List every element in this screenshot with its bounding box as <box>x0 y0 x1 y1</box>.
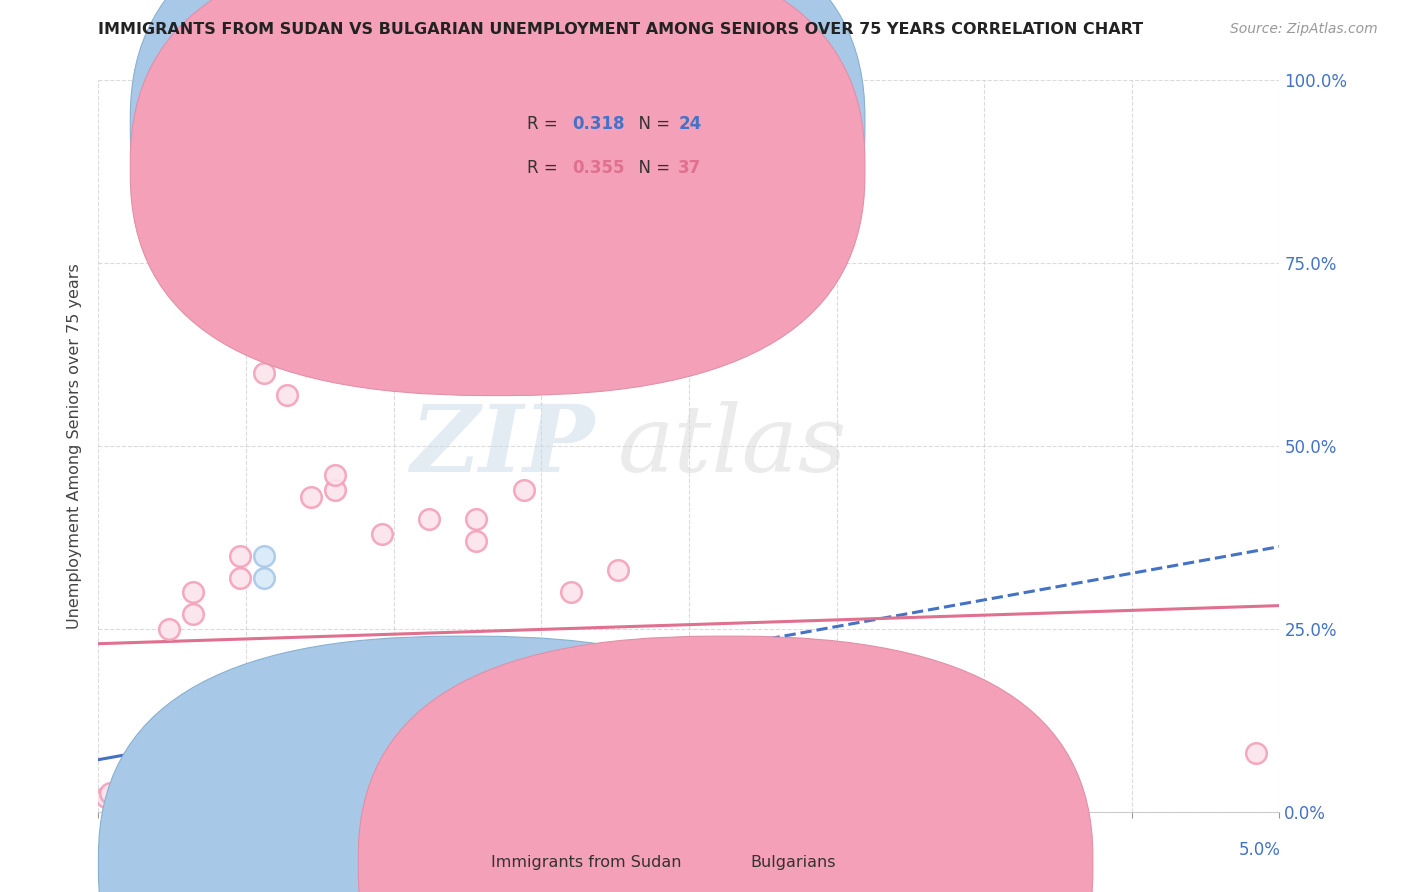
Point <box>111 775 134 789</box>
Point <box>1244 746 1267 760</box>
Point <box>122 761 145 775</box>
Point <box>654 709 676 723</box>
Point <box>702 702 724 716</box>
Point <box>157 761 180 775</box>
Y-axis label: Unemployment Among Seniors over 75 years: Unemployment Among Seniors over 75 years <box>67 263 83 629</box>
Point <box>276 388 298 402</box>
Point <box>702 709 724 723</box>
Point <box>205 746 228 760</box>
FancyBboxPatch shape <box>359 636 1092 892</box>
Point <box>157 622 180 636</box>
FancyBboxPatch shape <box>131 0 865 351</box>
Point <box>111 787 134 801</box>
Text: ZIP: ZIP <box>411 401 595 491</box>
Point <box>135 768 157 782</box>
FancyBboxPatch shape <box>98 636 832 892</box>
Point <box>122 779 145 793</box>
Point <box>299 490 322 504</box>
Point <box>94 790 117 805</box>
Point <box>98 790 121 805</box>
Point <box>253 366 276 380</box>
Point <box>135 761 157 775</box>
Point <box>135 754 157 768</box>
Point <box>465 534 488 549</box>
Point <box>654 717 676 731</box>
Text: Immigrants from Sudan: Immigrants from Sudan <box>491 855 681 871</box>
Point <box>299 665 322 680</box>
Text: IMMIGRANTS FROM SUDAN VS BULGARIAN UNEMPLOYMENT AMONG SENIORS OVER 75 YEARS CORR: IMMIGRANTS FROM SUDAN VS BULGARIAN UNEMP… <box>98 22 1143 37</box>
Point <box>157 754 180 768</box>
Point <box>371 681 394 695</box>
Point <box>323 468 346 483</box>
Point <box>181 585 204 599</box>
Text: 0.318: 0.318 <box>572 115 624 133</box>
Point <box>181 607 204 622</box>
Point <box>796 709 818 723</box>
Point <box>512 483 534 497</box>
Point <box>607 563 630 577</box>
Text: Source: ZipAtlas.com: Source: ZipAtlas.com <box>1230 22 1378 37</box>
Text: N =: N = <box>627 159 675 177</box>
Text: 0.355: 0.355 <box>572 159 624 177</box>
Point <box>465 512 488 526</box>
Point <box>654 731 676 746</box>
Point <box>205 702 228 716</box>
Text: atlas: atlas <box>619 401 848 491</box>
Point <box>229 549 252 563</box>
Point <box>205 688 228 702</box>
Point <box>229 739 252 753</box>
Point <box>135 775 157 789</box>
Point <box>418 512 440 526</box>
Point <box>512 702 534 716</box>
Point <box>111 782 134 797</box>
Point <box>276 665 298 680</box>
Point <box>253 571 276 585</box>
Point <box>418 681 440 695</box>
Text: 37: 37 <box>678 159 702 177</box>
Point <box>135 746 157 760</box>
Point <box>122 768 145 782</box>
Point <box>98 787 121 801</box>
Point <box>181 754 204 768</box>
FancyBboxPatch shape <box>131 0 865 395</box>
Text: R =: R = <box>527 115 564 133</box>
Text: 5.0%: 5.0% <box>1239 841 1281 859</box>
Text: 24: 24 <box>678 115 702 133</box>
Point <box>157 731 180 746</box>
Point <box>323 483 346 497</box>
Point <box>371 526 394 541</box>
Text: Bulgarians: Bulgarians <box>751 855 835 871</box>
Point <box>229 571 252 585</box>
Point <box>205 761 228 775</box>
Point <box>253 549 276 563</box>
Point <box>560 709 582 723</box>
Point <box>146 768 169 782</box>
Point <box>122 775 145 789</box>
Text: N =: N = <box>627 115 675 133</box>
Text: 0.0%: 0.0% <box>97 841 139 859</box>
Point <box>253 329 276 343</box>
Text: R =: R = <box>527 159 564 177</box>
Point <box>323 658 346 673</box>
FancyBboxPatch shape <box>458 91 789 209</box>
Point <box>560 585 582 599</box>
Point <box>111 782 134 797</box>
Point <box>157 739 180 753</box>
